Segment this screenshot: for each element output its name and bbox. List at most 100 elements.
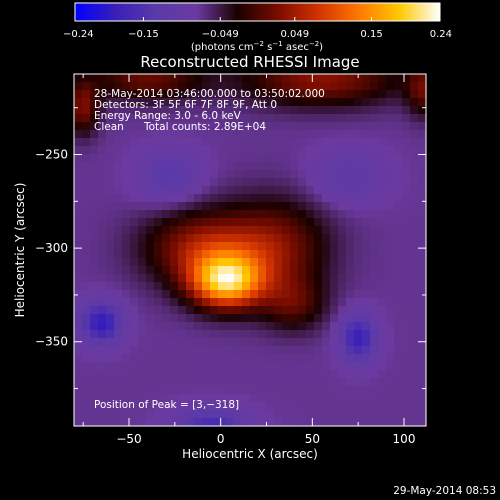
heatmap-cell — [410, 290, 419, 299]
heatmap-cell — [82, 314, 91, 323]
heatmap-cell — [194, 258, 203, 267]
heatmap-cell — [386, 322, 395, 331]
heatmap-cell — [378, 98, 387, 107]
heatmap-cell — [114, 306, 123, 315]
heatmap-cell — [258, 154, 267, 163]
heatmap-cell — [234, 370, 243, 379]
heatmap-cell — [298, 90, 307, 99]
heatmap-cell — [298, 290, 307, 299]
heatmap-cell — [218, 226, 227, 235]
heatmap-cell — [250, 250, 259, 259]
heatmap-cell — [178, 114, 187, 123]
heatmap-cell — [298, 202, 307, 211]
heatmap-cell — [226, 154, 235, 163]
heatmap-cell — [322, 178, 331, 187]
heatmap-cell — [346, 154, 355, 163]
heatmap-cell — [106, 138, 115, 147]
heatmap-cell — [74, 250, 83, 259]
heatmap-cell — [346, 402, 355, 411]
heatmap-cell — [170, 410, 179, 419]
heatmap-cell — [130, 98, 139, 107]
heatmap-cell — [354, 146, 363, 155]
heatmap-cell — [314, 298, 323, 307]
heatmap-cell — [202, 130, 211, 139]
heatmap-cell — [170, 322, 179, 331]
heatmap-cell — [410, 370, 419, 379]
heatmap-cell — [346, 394, 355, 403]
heatmap-cell — [226, 106, 235, 115]
heatmap-cell — [402, 202, 411, 211]
heatmap-cell — [234, 226, 243, 235]
heatmap-cell — [138, 274, 147, 283]
heatmap-cell — [194, 138, 203, 147]
heatmap-cell — [298, 218, 307, 227]
heatmap-cell — [290, 354, 299, 363]
heatmap-cell — [306, 210, 315, 219]
heatmap-cell — [298, 226, 307, 235]
annotation-method: Clean — [94, 121, 124, 133]
heatmap-cell — [266, 178, 275, 187]
heatmap-cell — [282, 346, 291, 355]
heatmap-cell — [274, 378, 283, 387]
heatmap-cell — [162, 266, 171, 275]
heatmap-cell — [98, 138, 107, 147]
heatmap-cell — [202, 282, 211, 291]
y-tick-label: −350 — [35, 335, 68, 349]
heatmap-cell — [338, 210, 347, 219]
heatmap-cell — [322, 370, 331, 379]
heatmap-cell — [74, 82, 83, 91]
heatmap-cell — [250, 362, 259, 371]
heatmap-cell — [410, 178, 419, 187]
heatmap-cell — [370, 298, 379, 307]
heatmap-cell — [98, 338, 107, 347]
heatmap-cell — [330, 178, 339, 187]
heatmap-cell — [202, 90, 211, 99]
annotation-detectors: Detectors: 3F 5F 6F 7F 8F 9F, Att 0 — [94, 99, 277, 111]
heatmap-cell — [202, 346, 211, 355]
heatmap-cell — [386, 186, 395, 195]
heatmap-cell — [194, 226, 203, 235]
heatmap-cell — [146, 322, 155, 331]
heatmap-cell — [242, 122, 251, 131]
heatmap-cell — [218, 178, 227, 187]
heatmap-cell — [322, 250, 331, 259]
heatmap-cell — [154, 138, 163, 147]
heatmap-cell — [402, 418, 411, 427]
heatmap-cell — [82, 74, 91, 83]
heatmap-cell — [74, 306, 83, 315]
heatmap-cell — [226, 418, 235, 427]
heatmap-cell — [306, 226, 315, 235]
heatmap-cell — [74, 362, 83, 371]
heatmap-cell — [290, 258, 299, 267]
heatmap-cell — [186, 314, 195, 323]
heatmap-cell — [418, 234, 427, 243]
heatmap-cell — [114, 314, 123, 323]
heatmap-cell — [410, 186, 419, 195]
heatmap-cell — [338, 122, 347, 131]
heatmap-cell — [218, 274, 227, 283]
annotation-time-range: 28-May-2014 03:46:00.000 to 03:50:02.000 — [94, 88, 325, 100]
heatmap-cell — [234, 258, 243, 267]
heatmap-cell — [218, 386, 227, 395]
heatmap-cell — [378, 234, 387, 243]
heatmap-cell — [282, 282, 291, 291]
heatmap-cell — [90, 410, 99, 419]
heatmap-cell — [346, 354, 355, 363]
heatmap-cell — [250, 130, 259, 139]
heatmap-cell — [378, 402, 387, 411]
heatmap-cell — [338, 98, 347, 107]
heatmap-cell — [410, 162, 419, 171]
heatmap-cell — [330, 122, 339, 131]
heatmap-cell — [306, 362, 315, 371]
heatmap-cell — [226, 218, 235, 227]
heatmap-cell — [258, 402, 267, 411]
heatmap-cell — [298, 338, 307, 347]
heatmap-cell — [322, 154, 331, 163]
heatmap-cell — [418, 114, 427, 123]
heatmap-cell — [274, 114, 283, 123]
heatmap-cell — [250, 330, 259, 339]
heatmap-cell — [410, 362, 419, 371]
heatmap-cell — [418, 290, 427, 299]
heatmap-cell — [282, 162, 291, 171]
heatmap-cell — [162, 242, 171, 251]
